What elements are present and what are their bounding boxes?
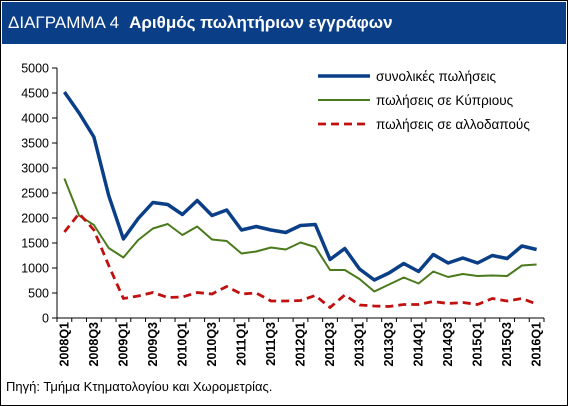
source-note: Πηγή: Τμήμα Κτηματολογίου και Χωρομετρία… [6,379,273,394]
chart-header: ΔΙΑΓΡΑΜΜΑ 4 Αριθμός πωλητήριων εγγράφων [2,2,566,44]
y-tick-label: 3500 [21,137,49,151]
diagram-label: ΔΙΑΓΡΑΜΜΑ 4 [8,13,120,32]
x-tick-label: 2011Q3 [264,322,278,366]
x-tick-label: 2010Q1 [175,322,189,367]
legend: συνολικές πωλήσεις πωλήσεις σε Κύπριους πω… [318,69,530,132]
x-tick-label: 2013Q1 [353,322,367,367]
x-tick-label: 2016Q1 [530,322,544,367]
x-tick-label: 2012Q3 [323,322,337,367]
y-tick-label: 5000 [21,62,49,76]
x-tick-label: 2008Q3 [87,322,101,367]
y-tick-label: 500 [28,287,49,301]
y-tick-label: 4500 [21,87,49,101]
legend-label-3: πωλήσεις σε αλλοδαπούς [376,117,530,132]
x-tick-label: 2014Q3 [441,322,455,367]
series-group [62,90,538,309]
x-tick-label: 2012Q1 [294,322,308,367]
series-line-2 [63,178,537,293]
y-tick-label: 0 [42,312,49,326]
diagram-title: Αριθμός πωλητήριων εγγράφων [129,13,393,32]
series-line-3 [63,212,538,309]
x-tick-label: 2009Q3 [146,322,160,367]
y-tick-label: 2000 [21,212,49,226]
x-tick-label: 2013Q3 [382,322,396,367]
y-tick-label: 3000 [21,162,49,176]
x-tick-label: 2015Q1 [471,322,485,367]
y-tick-label: 4000 [21,112,49,126]
x-tick-label: 2011Q1 [234,322,248,366]
x-axis: 2008Q1 2008Q3 2009Q1 2009Q3 2010Q1 2010Q3 2011… [56,317,545,367]
y-tick-label: 1000 [21,262,49,276]
x-tick-label: 2015Q3 [500,322,514,367]
x-tick-label: 2010Q3 [205,322,219,367]
y-tick-label: 2500 [21,187,49,201]
x-tick-label: 2014Q1 [412,322,426,367]
y-axis: 0 500 1000 1500 2000 2500 3000 3500 4000 4500 5000 [21,62,58,326]
legend-label-1: συνολικές πωλήσεις [376,69,497,84]
series-line-1 [62,90,538,282]
x-tick-label: 2008Q1 [57,322,71,367]
y-tick-label: 1500 [21,237,49,251]
x-tick-label: 2009Q1 [116,322,130,367]
legend-label-2: πωλήσεις σε Κύπριους [376,93,514,108]
